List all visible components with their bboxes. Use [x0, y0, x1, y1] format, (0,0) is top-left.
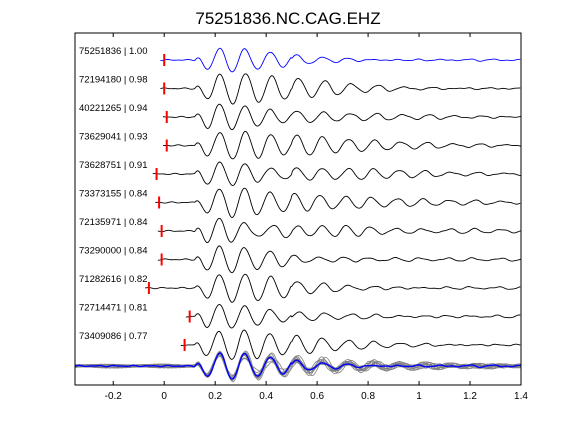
trace-waveform — [180, 329, 521, 360]
trace-label: 73373155 | 0.84 — [79, 189, 148, 200]
trace-label: 75251836 | 1.00 — [79, 46, 148, 57]
x-tick-label: -0.2 — [105, 391, 123, 402]
trace-4: 73629041 | 0.93 — [79, 130, 521, 160]
stack-template-waveform — [74, 352, 521, 380]
x-tick-label: 0.6 — [310, 391, 324, 402]
x-axis: -0.2 0 0.2 0.4 0.6 0.8 1 1.2 1.4 — [105, 33, 528, 402]
trace-waveform — [152, 161, 521, 186]
x-tick-label: 1.4 — [514, 391, 528, 402]
trace-label: 73628751 | 0.91 — [79, 160, 148, 171]
trace-label: 73290000 | 0.84 — [79, 246, 148, 257]
trace-8: 73290000 | 0.84 — [79, 245, 521, 274]
trace-label: 40221265 | 0.94 — [79, 103, 148, 114]
trace-waveform — [160, 73, 521, 105]
stack-member-waveform — [74, 354, 521, 378]
trace-label: 72194180 | 0.98 — [79, 75, 148, 86]
trace-waveform — [155, 187, 521, 219]
trace-9: 71282616 | 0.82 — [79, 273, 521, 303]
x-tick-label: 1.2 — [463, 391, 477, 402]
trace-label: 71282616 | 0.82 — [79, 274, 148, 285]
x-tick-label: 0.2 — [208, 391, 222, 402]
trace-waveform — [157, 217, 521, 243]
trace-group: 75251836 | 1.00 72194180 | 0.98 40221265 |… — [79, 46, 521, 360]
trace-7: 72135971 | 0.84 — [79, 217, 521, 243]
trace-3: 40221265 | 0.94 — [79, 103, 521, 131]
trace-waveform — [145, 273, 521, 303]
trace-10: 72714471 | 0.81 — [79, 303, 521, 329]
chart-title: 75251836.NC.CAG.EHZ — [195, 9, 380, 28]
x-tick-label: 1 — [416, 391, 422, 402]
trace-5: 73628751 | 0.91 — [79, 160, 521, 186]
trace-waveform — [160, 47, 521, 73]
x-tick-label: 0.8 — [361, 391, 375, 402]
trace-label: 72714471 | 0.81 — [79, 303, 148, 314]
trace-waveform — [157, 245, 521, 274]
trace-label: 73629041 | 0.93 — [79, 132, 148, 143]
trace-waveform — [162, 130, 521, 160]
trace-waveform — [185, 304, 521, 329]
trace-2: 72194180 | 0.98 — [79, 73, 521, 105]
x-tick-label: 0.4 — [259, 391, 273, 402]
trace-11: 73409086 | 0.77 — [79, 329, 521, 360]
trace-1: 75251836 | 1.00 — [79, 46, 521, 73]
trace-6: 73373155 | 0.84 — [79, 187, 521, 219]
x-tick-label: 0 — [161, 391, 167, 402]
trace-waveform — [162, 103, 521, 131]
stack-group — [74, 350, 521, 383]
plot-frame — [74, 32, 522, 386]
trace-label: 73409086 | 0.77 — [79, 331, 148, 342]
trace-label: 72135971 | 0.84 — [79, 217, 148, 228]
